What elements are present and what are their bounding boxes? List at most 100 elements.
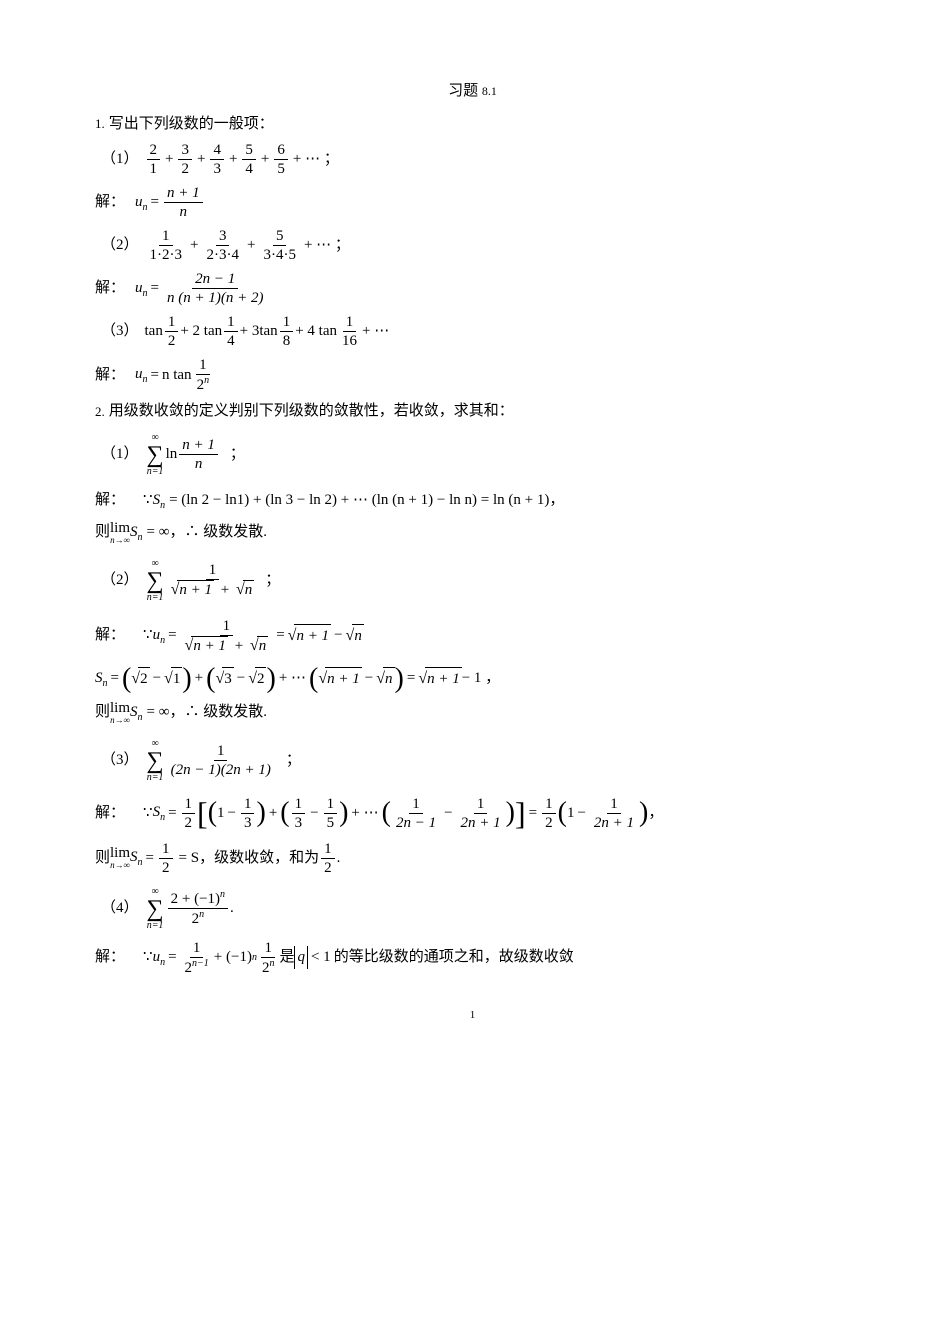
sol-label: 解： bbox=[95, 802, 125, 825]
page-container: 习题 8.1 1. 写出下列级数的一般项： （1） 21 + 32 + 43 +… bbox=[0, 0, 945, 1063]
q2-p3-lim: 则 limn→∞ Sn = 12 = S ，级数收敛，和为 12 . bbox=[95, 840, 850, 877]
frac: 32 bbox=[178, 141, 192, 178]
because-icon: ∵ bbox=[143, 624, 153, 647]
q2-p2-lim: 则 limn→∞ Sn = ∞ ，∴ 级数发散. bbox=[95, 701, 850, 725]
paren-icon: ( bbox=[309, 665, 318, 693]
sol-label: 解： bbox=[95, 946, 125, 969]
equals-icon: = bbox=[151, 364, 159, 387]
un: un bbox=[135, 277, 148, 301]
paren-icon: ( bbox=[382, 799, 391, 827]
eq-inf: = ∞ bbox=[147, 521, 170, 544]
conc: ，级数收敛，和为 bbox=[199, 847, 319, 870]
equals-icon: = bbox=[151, 191, 159, 214]
q2-p3-label: （3） bbox=[101, 749, 139, 772]
tail: ； bbox=[265, 569, 280, 592]
q1-p2-label: （2） bbox=[101, 234, 139, 257]
tan: tan bbox=[145, 320, 163, 343]
paren-icon: ) bbox=[339, 799, 348, 827]
frac: 1 2n bbox=[194, 356, 213, 394]
text: 是 bbox=[279, 946, 294, 969]
sum-icon: ∞ ∑ n=1 bbox=[147, 887, 164, 931]
q2-p4-sol: 解： ∵ un = 1 2n−1 + (−1)n 1 2n 是 q < 1 的等… bbox=[95, 939, 850, 977]
frac: 14 bbox=[224, 313, 238, 350]
comma: ， bbox=[549, 489, 564, 512]
q1-p2: （2） 11·2·3 + 32·3·4 + 53·4·5 + ⋯ ； bbox=[95, 227, 850, 264]
plus-icon: + bbox=[197, 148, 205, 171]
frac: 11·2·3 bbox=[147, 227, 186, 264]
sum-icon: ∞ ∑ n=1 bbox=[147, 739, 164, 783]
minus-icon: − bbox=[334, 624, 342, 647]
q2-p1-lim: 则 limn→∞ Sn = ∞ ，∴ 级数发散. bbox=[95, 521, 850, 545]
frac: 53·4·5 bbox=[260, 227, 299, 264]
plus-icon: + bbox=[247, 234, 255, 257]
sn: Sn bbox=[95, 667, 108, 691]
frac: 54 bbox=[242, 141, 256, 178]
period: . bbox=[337, 847, 341, 870]
q1-p1-label: （1） bbox=[101, 148, 139, 171]
conc: ，∴ 级数发散. bbox=[169, 521, 267, 544]
paren-icon: ) bbox=[182, 665, 191, 693]
paren-icon: ( bbox=[558, 799, 567, 827]
q2-text: 用级数收敛的定义判别下列级数的敛散性，若收敛，求其和： bbox=[109, 400, 514, 423]
q1-p1-sol: 解： un = n + 1n bbox=[95, 184, 850, 221]
equals-icon: = bbox=[168, 802, 176, 825]
then: 则 bbox=[95, 847, 110, 870]
tail: + ⋯ ； bbox=[304, 234, 350, 257]
equals-icon: = bbox=[151, 277, 159, 300]
ln: ln bbox=[166, 443, 178, 466]
paren-icon: ) bbox=[395, 665, 404, 693]
frac: 1 2n−1 bbox=[182, 939, 212, 977]
ntan: n tan bbox=[162, 364, 192, 387]
q1-num: 1. bbox=[95, 114, 105, 134]
frac: 1 √n + 1 + √n bbox=[168, 561, 258, 599]
because-icon: ∵ bbox=[143, 802, 153, 825]
q2-p4-label: （4） bbox=[101, 897, 139, 920]
frac: 32·3·4 bbox=[203, 227, 242, 264]
equals-icon: = bbox=[111, 667, 119, 690]
q1-p3: （3） tan 12 + 2 tan 14 + 3tan 18 + 4 tan … bbox=[95, 313, 850, 350]
q2-num: 2. bbox=[95, 402, 105, 422]
q2-p2-label: （2） bbox=[101, 569, 139, 592]
q2-p2-sol1: 解： ∵ un = 1 √n + 1 + √n = √n + 1 − √n bbox=[95, 617, 850, 655]
un: un bbox=[153, 624, 166, 648]
frac: 1 √n + 1 + √n bbox=[182, 617, 272, 655]
sol-label: 解： bbox=[95, 277, 125, 300]
paren-icon: ) bbox=[506, 799, 515, 827]
frac: 21 bbox=[147, 141, 161, 178]
page-number: 1 bbox=[95, 1007, 850, 1024]
plus-icon: + bbox=[229, 148, 237, 171]
tail: ； bbox=[286, 749, 301, 772]
sol-label: 解： bbox=[95, 624, 125, 647]
sqrt-icon: √n bbox=[236, 580, 254, 599]
sol-label: 解： bbox=[95, 191, 125, 214]
because-icon: ∵ bbox=[143, 489, 153, 512]
title-cn: 习题 bbox=[448, 83, 478, 99]
frac: 43 bbox=[210, 141, 224, 178]
equals-icon: = bbox=[168, 624, 176, 647]
un: un bbox=[153, 946, 166, 970]
frac: 2n − 1n (n + 1)(n + 2) bbox=[164, 270, 266, 307]
frac: 1(2n − 1)(2n + 1) bbox=[168, 742, 274, 779]
term: + 3tan bbox=[240, 320, 278, 343]
sol-label: 解： bbox=[95, 364, 125, 387]
q2-p3-sol: 解： ∵ Sn = 12 [ ( 1 − 13 ) + ( 13 − 15 ) … bbox=[95, 795, 850, 832]
paren-icon: ) bbox=[256, 799, 265, 827]
un: un bbox=[135, 191, 148, 215]
lim-icon: limn→∞ bbox=[110, 701, 130, 725]
equals-icon: = bbox=[276, 624, 284, 647]
frac: 1 2n bbox=[259, 939, 278, 977]
lim-icon: limn→∞ bbox=[110, 846, 130, 870]
frac: n + 1n bbox=[164, 184, 203, 221]
tail: ； bbox=[230, 443, 245, 466]
un: un bbox=[135, 363, 148, 387]
eq-s: = S bbox=[179, 847, 200, 870]
q1-p3-label: （3） bbox=[101, 320, 139, 343]
term: + 4 tan bbox=[295, 320, 337, 343]
eq-inf: = ∞ bbox=[147, 701, 170, 724]
paren-icon: ( bbox=[208, 799, 217, 827]
frac: 12 bbox=[182, 795, 196, 832]
sn: Sn bbox=[130, 846, 143, 870]
q1-p3-sol: 解： un = n tan 1 2n bbox=[95, 356, 850, 394]
conc: ，∴ 级数发散. bbox=[169, 701, 267, 724]
q2-p2: （2） ∞ ∑ n=1 1 √n + 1 + √n ； bbox=[95, 559, 850, 603]
